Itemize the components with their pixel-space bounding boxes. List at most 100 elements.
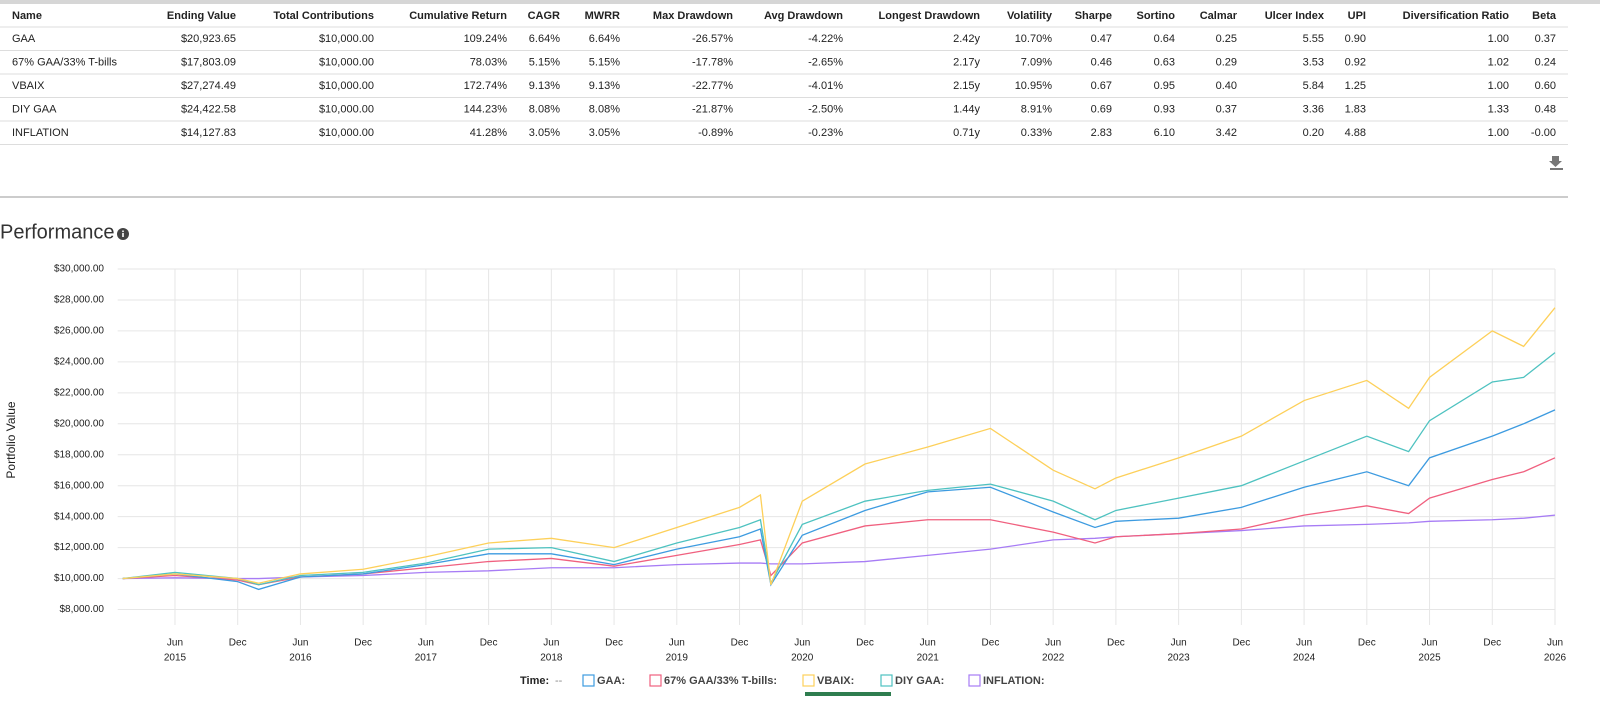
column-header: Name <box>12 10 42 22</box>
info-stem[interactable] <box>122 233 124 237</box>
cell: DIY GAA <box>12 103 57 115</box>
y-tick-label: $18,000.00 <box>54 449 104 460</box>
x-tick-label: Jun <box>292 638 308 649</box>
column-header: Longest Drawdown <box>879 10 981 22</box>
cell: 10.70% <box>1015 33 1053 45</box>
cell: 5.84 <box>1303 80 1324 92</box>
cell: 9.13% <box>589 80 620 92</box>
x-tick-label: Jun <box>1296 638 1312 649</box>
cell: 0.25 <box>1216 33 1237 45</box>
series-line <box>122 352 1556 586</box>
cell: GAA <box>12 33 36 45</box>
column-header: CAGR <box>528 10 560 22</box>
series-line <box>122 307 1556 585</box>
column-header: Calmar <box>1200 10 1238 22</box>
x-tick-year: 2024 <box>1293 653 1316 664</box>
cell: VBAIX <box>12 80 45 92</box>
legend-swatch <box>880 674 893 687</box>
cell: -2.65% <box>808 56 843 68</box>
column-header: Sharpe <box>1075 10 1112 22</box>
x-tick-year: 2016 <box>289 653 312 664</box>
legend-label: GAA: <box>597 675 625 687</box>
cell: 0.92 <box>1345 56 1366 68</box>
cell: 1.44y <box>953 103 980 115</box>
cell: 0.93 <box>1154 103 1175 115</box>
cell: -22.77% <box>692 80 733 92</box>
y-tick-label: $10,000.00 <box>54 573 104 584</box>
y-tick-label: $26,000.00 <box>54 326 104 337</box>
x-tick-label: Jun <box>418 638 434 649</box>
cell: 41.28% <box>470 127 508 139</box>
range-button[interactable] <box>805 692 891 696</box>
x-tick-label: Dec <box>1358 638 1376 649</box>
chart-title: Performance <box>0 221 115 243</box>
cell: 0.90 <box>1345 33 1366 45</box>
y-tick-label: $24,000.00 <box>54 357 104 368</box>
cell: 109.24% <box>464 33 508 45</box>
legend-time-value: -- <box>555 675 563 687</box>
series-line <box>122 409 1556 591</box>
column-header: Volatility <box>1007 10 1053 22</box>
column-header: Total Contributions <box>273 10 374 22</box>
cell: 3.42 <box>1216 127 1237 139</box>
x-tick-label: Jun <box>794 638 810 649</box>
cell: 0.40 <box>1216 80 1237 92</box>
cell: 2.17y <box>953 56 980 68</box>
y-tick-label: $12,000.00 <box>54 542 104 553</box>
cell: 67% GAA/33% T-bills <box>12 56 117 68</box>
legend-swatch <box>649 674 662 687</box>
x-tick-year: 2023 <box>1168 653 1191 664</box>
lines <box>122 307 1556 591</box>
x-tick-label: Dec <box>1483 638 1501 649</box>
x-tick-label: Dec <box>982 638 1000 649</box>
top-bar <box>0 0 1600 4</box>
cell: $20,923.65 <box>181 33 236 45</box>
cell: -4.22% <box>808 33 843 45</box>
cell: 5.15% <box>529 56 560 68</box>
y-tick-label: $16,000.00 <box>54 480 104 491</box>
cell: 3.36 <box>1303 103 1324 115</box>
cell: 1.25 <box>1345 80 1366 92</box>
legend-label: VBAIX: <box>817 675 854 687</box>
x-tick-year: 2022 <box>1042 653 1065 664</box>
download-arrow[interactable] <box>1549 156 1562 167</box>
cell: 0.95 <box>1154 80 1175 92</box>
cell: 0.69 <box>1091 103 1112 115</box>
column-header: Max Drawdown <box>653 10 733 22</box>
x-tick-year: 2025 <box>1418 653 1441 664</box>
cell: 0.33% <box>1021 127 1052 139</box>
cell: 0.37 <box>1216 103 1237 115</box>
download-icon[interactable] <box>1549 156 1563 170</box>
y-tick-label: $20,000.00 <box>54 418 104 429</box>
y-tick-label: $22,000.00 <box>54 387 104 398</box>
info-dot[interactable] <box>122 230 124 233</box>
cell: 0.24 <box>1535 56 1556 68</box>
info-icon[interactable] <box>117 228 129 240</box>
legend-swatch <box>968 674 981 687</box>
cell: 1.02 <box>1488 56 1509 68</box>
legend-label: DIY GAA: <box>895 675 944 687</box>
cell: -0.89% <box>698 127 733 139</box>
cell: 9.13% <box>529 80 560 92</box>
cell: -26.57% <box>692 33 733 45</box>
cell: 2.15y <box>953 80 980 92</box>
cell: 0.47 <box>1091 33 1112 45</box>
download-base[interactable] <box>1550 168 1563 170</box>
grid: $8,000.00 $10,000.00 $12,000.00 $14,000.00 $… <box>54 264 1567 664</box>
x-tick-year: 2017 <box>415 653 438 664</box>
legend-time-label: Time: <box>520 675 549 687</box>
cell: 172.74% <box>464 80 508 92</box>
cell: -4.01% <box>808 80 843 92</box>
column-header: Cumulative Return <box>409 10 507 22</box>
cell: 3.05% <box>589 127 620 139</box>
y-axis-label: Portfolio Value <box>4 401 18 478</box>
cell: $14,127.83 <box>181 127 236 139</box>
x-tick-label: Dec <box>229 638 247 649</box>
cell: INFLATION <box>12 127 69 139</box>
x-tick-label: Jun <box>1547 638 1563 649</box>
cell: 78.03% <box>470 56 508 68</box>
y-tick-label: $14,000.00 <box>54 511 104 522</box>
cell: 8.08% <box>589 103 620 115</box>
table: Name Ending Value Total Contributions Cumul… <box>0 10 1568 145</box>
